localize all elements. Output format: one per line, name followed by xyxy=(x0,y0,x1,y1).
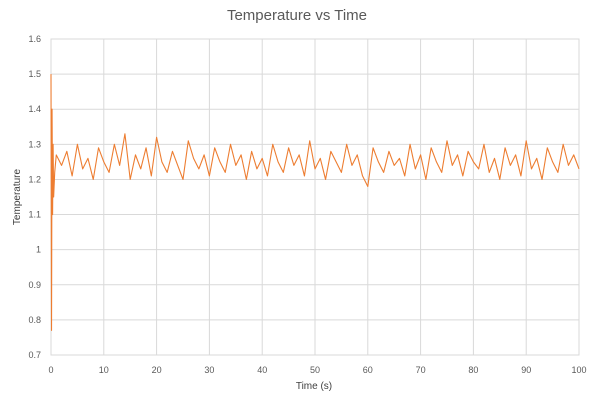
x-tick-label: 30 xyxy=(204,365,214,375)
y-tick-label: 1.1 xyxy=(28,210,41,220)
x-tick-label: 40 xyxy=(257,365,267,375)
x-tick-label: 60 xyxy=(363,365,373,375)
y-tick-label: 1.3 xyxy=(28,139,41,149)
y-axis-ticks: 0.7 0.8 0.9 1 1.1 1.2 1.3 1.4 1.5 1.6 xyxy=(28,34,41,360)
x-axis-ticks: 0 10 20 30 40 50 60 70 80 90 100 xyxy=(48,365,586,375)
x-tick-label: 50 xyxy=(310,365,320,375)
y-axis-label: Temperature xyxy=(12,168,23,225)
y-tick-label: 1.4 xyxy=(28,104,41,114)
x-tick-label: 70 xyxy=(416,365,426,375)
grid xyxy=(50,38,580,356)
chart-title: Temperature vs Time xyxy=(227,7,367,24)
x-tick-label: 100 xyxy=(571,365,586,375)
y-tick-label: 1.5 xyxy=(28,69,41,79)
y-tick-label: 0.8 xyxy=(28,315,41,325)
y-tick-label: 1.6 xyxy=(28,34,41,44)
x-tick-label: 80 xyxy=(468,365,478,375)
series-group xyxy=(50,74,580,331)
temperature-series-line xyxy=(50,74,580,331)
x-tick-label: 0 xyxy=(48,365,53,375)
y-tick-label: 1 xyxy=(36,245,41,255)
x-tick-label: 10 xyxy=(99,365,109,375)
x-tick-label: 20 xyxy=(152,365,162,375)
x-tick-label: 90 xyxy=(521,365,531,375)
y-tick-label: 0.7 xyxy=(28,350,41,360)
x-axis-label: Time (s) xyxy=(296,381,332,392)
y-tick-label: 1.2 xyxy=(28,174,41,184)
y-tick-label: 0.9 xyxy=(28,280,41,290)
